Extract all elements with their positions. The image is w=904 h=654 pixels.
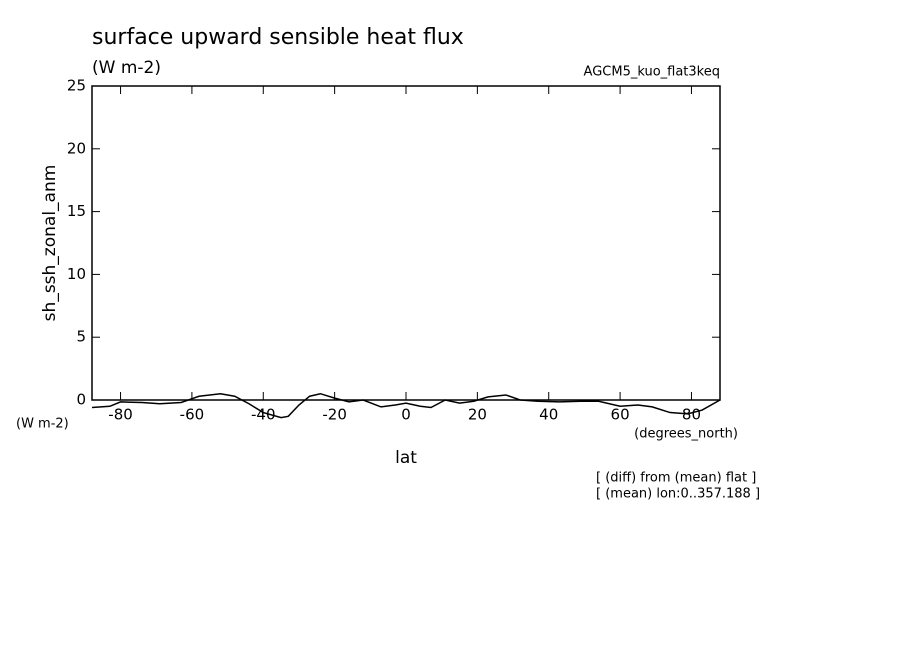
y-tick-label: 25 (67, 77, 86, 95)
y-axis-label: sh_ssh_zonal_anm (40, 165, 60, 322)
x-tick-label: -60 (180, 406, 205, 424)
y-tick-label: 5 (76, 328, 86, 346)
y-tick-label: 10 (67, 265, 86, 283)
x-axis-label: lat (395, 448, 417, 468)
y-tick-label: 20 (67, 139, 86, 157)
annotation: AGCM5_kuo_flat3keq (584, 65, 720, 80)
x-tick-label: -40 (251, 406, 276, 424)
x-tick-label: -20 (322, 406, 347, 424)
x-tick-label: -80 (108, 406, 133, 424)
chart-subtitle: (W m-2) (92, 58, 161, 78)
x-tick-label: 20 (468, 406, 487, 424)
x-tick-label: 0 (401, 406, 411, 424)
y-tick-label: 0 (76, 391, 86, 409)
x-tick-label: 60 (611, 406, 630, 424)
chart-title: surface upward sensible heat flux (92, 25, 464, 50)
x-axis-unit: (degrees_north) (634, 427, 738, 442)
x-tick-label: 80 (682, 406, 701, 424)
plot-frame (91, 85, 721, 401)
y-axis-unit: (W m-2) (16, 417, 69, 432)
data-line (91, 392, 721, 419)
note: [ (mean) lon:0..357.188 ] (596, 487, 760, 502)
x-tick-label: 40 (539, 406, 558, 424)
note: [ (diff) from (mean) flat ] (596, 471, 756, 486)
y-tick-label: 15 (67, 202, 86, 220)
